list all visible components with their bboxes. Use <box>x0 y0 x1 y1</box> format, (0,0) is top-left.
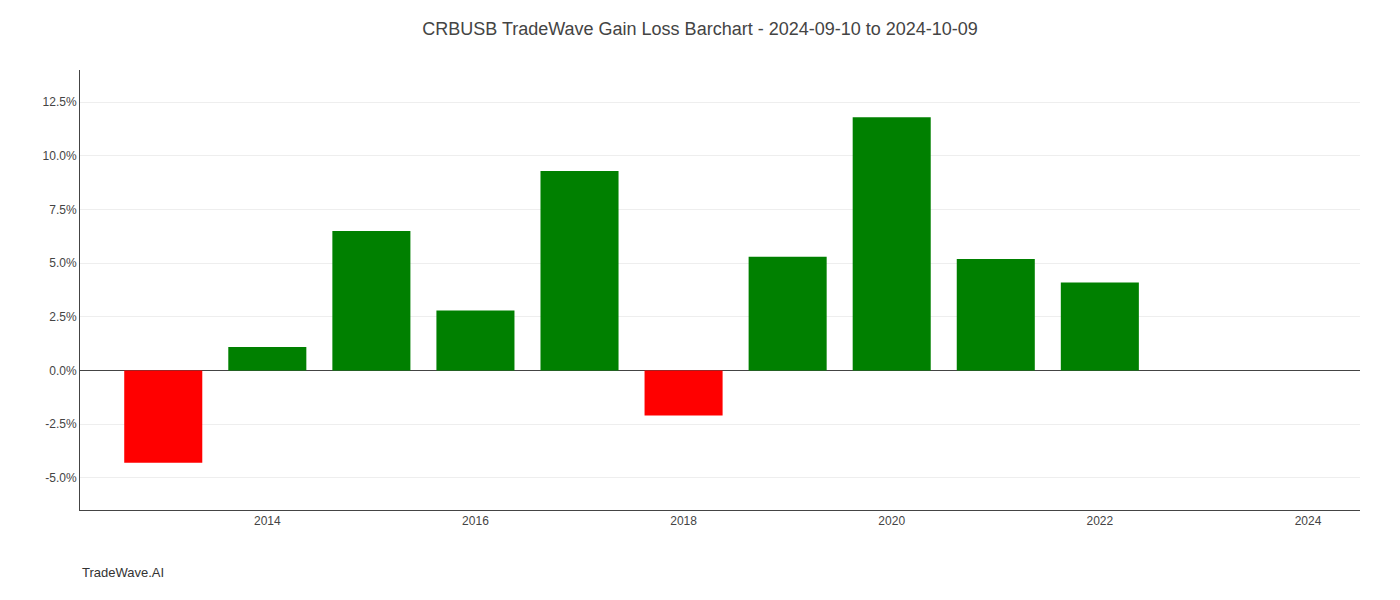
svg-text:CRBUSB TradeWave Gain Loss Bar: CRBUSB TradeWave Gain Loss Barchart - 20… <box>422 19 978 39</box>
svg-text:TradeWave.AI: TradeWave.AI <box>82 565 164 580</box>
svg-text:2018: 2018 <box>670 514 697 528</box>
svg-text:2016: 2016 <box>462 514 489 528</box>
svg-text:-2.5%: -2.5% <box>45 417 77 431</box>
svg-text:5.0%: 5.0% <box>49 256 77 270</box>
svg-text:-5.0%: -5.0% <box>45 471 77 485</box>
svg-text:2020: 2020 <box>878 514 905 528</box>
svg-text:0.0%: 0.0% <box>49 364 77 378</box>
svg-text:2014: 2014 <box>254 514 281 528</box>
svg-text:7.5%: 7.5% <box>49 203 77 217</box>
svg-text:10.0%: 10.0% <box>43 149 77 163</box>
svg-text:2.5%: 2.5% <box>49 310 77 324</box>
svg-text:2024: 2024 <box>1295 514 1322 528</box>
svg-text:2022: 2022 <box>1086 514 1113 528</box>
svg-text:12.5%: 12.5% <box>43 95 77 109</box>
